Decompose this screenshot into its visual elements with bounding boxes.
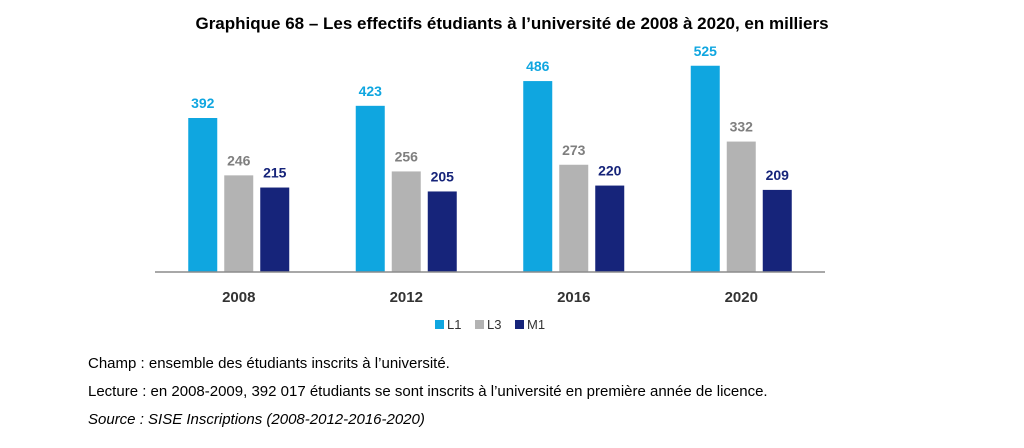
bar-m1-2020: [762, 189, 792, 272]
source-note: Source : SISE Inscriptions (2008-2012-20…: [88, 411, 425, 428]
bar-l1-2020: [690, 65, 720, 272]
chart-title: Graphique 68 – Les effectifs étudiants à…: [195, 14, 829, 33]
bar-l1-2008: [188, 118, 218, 272]
bar-m1-2012: [427, 191, 457, 272]
data-label-l1-2020: 525: [694, 43, 718, 59]
bar-m1-2016: [595, 185, 625, 272]
data-label-l3-2008: 246: [227, 152, 251, 168]
legend-swatch-m1: [515, 320, 524, 329]
legend-label-l3: L3: [487, 317, 501, 332]
chart-notes: Champ : ensemble des étudiants inscrits …: [88, 350, 768, 434]
legend-label-m1: M1: [527, 317, 545, 332]
data-label-m1-2008: 215: [263, 165, 287, 181]
data-label-l1-2008: 392: [191, 95, 215, 111]
data-label-m1-2016: 220: [598, 163, 622, 179]
x-tick-label-2012: 2012: [390, 289, 423, 306]
data-label-l3-2020: 332: [730, 119, 754, 135]
x-tick-label-2016: 2016: [557, 289, 590, 306]
x-tick-label-2008: 2008: [222, 289, 255, 306]
bar-chart: 392 246 215 2008 423 256 205 2012 486 273 220 2016 5…: [155, 43, 825, 332]
bar-l3-2020: [726, 141, 756, 272]
data-label-m1-2020: 209: [766, 167, 790, 183]
bar-m1-2008: [260, 187, 290, 272]
bar-l3-2008: [224, 175, 254, 272]
data-label-l1-2012: 423: [359, 83, 383, 99]
bar-l3-2016: [559, 164, 589, 272]
bar-l3-2012: [391, 171, 421, 272]
data-label-l3-2012: 256: [395, 148, 419, 164]
legend-label-l1: L1: [447, 317, 461, 332]
legend-swatch-l1: [435, 320, 444, 329]
bar-l1-2012: [355, 105, 385, 272]
data-label-l1-2016: 486: [526, 58, 550, 74]
champ-note: Champ : ensemble des étudiants inscrits …: [88, 355, 450, 372]
legend-swatch-l3: [475, 320, 484, 329]
bar-l1-2016: [523, 81, 553, 272]
lecture-note: Lecture : en 2008-2009, 392 017 étudiant…: [88, 383, 768, 400]
data-label-l3-2016: 273: [562, 142, 586, 158]
x-tick-label-2020: 2020: [725, 289, 758, 306]
data-label-m1-2012: 205: [431, 168, 455, 184]
